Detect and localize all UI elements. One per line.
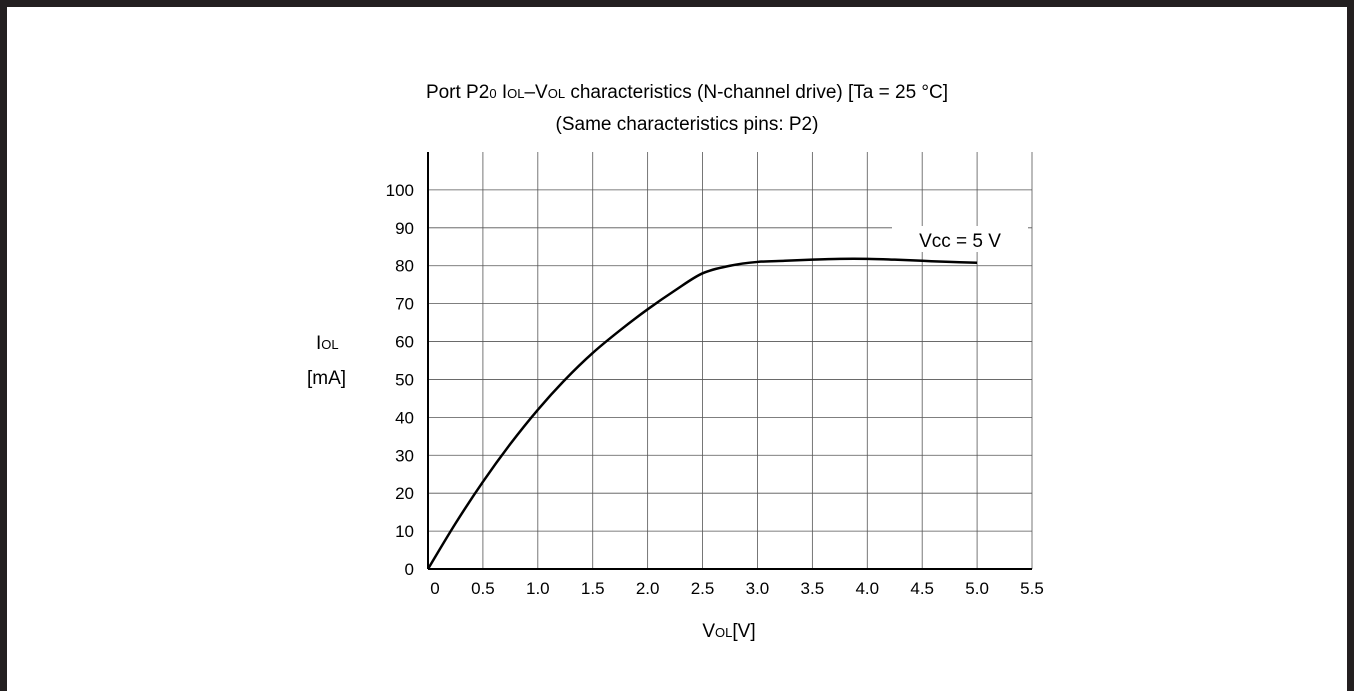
y-tick-label: 50 [395,370,414,389]
y-tick-label: 60 [395,333,414,352]
axis-labels: IOL [mA] VOL[V] [307,333,756,642]
grid [428,152,1033,569]
x-tick-label: 5.0 [965,579,989,598]
y-tick-label: 10 [395,522,414,541]
y-tick-label: 0 [405,560,414,579]
title-v-subscript: OL [547,86,566,101]
x-axis-label: VOL[V] [702,621,755,642]
chart-title: Port P20 IOL–VOL characteristics (N-chan… [10,82,1354,105]
chart-subtitle: (Same characteristics pins: P2) [555,114,819,135]
title-prefix-subscript: 0 [489,86,497,101]
y-tick-label: 30 [395,446,414,465]
y-tick-label: 80 [395,257,414,276]
axes [427,152,1032,570]
x-tick-label: 0 [430,579,439,598]
title-rest: characteristics (N-channel drive) [Ta = … [565,82,949,103]
y-tick-label: 20 [395,484,414,503]
x-tick-label: 2.5 [691,579,715,598]
y-axis-label-unit: [mA] [307,368,346,389]
series-label-background [892,226,1028,252]
title-i: I [501,82,508,103]
x-tick-label: 4.0 [855,579,879,598]
x-tick-label: 1.0 [526,579,550,598]
y-tick-label: 40 [395,408,414,427]
x-tick-label: 4.5 [910,579,934,598]
y-tick-label: 90 [395,219,414,238]
y-axis-label-symbol: IOL [316,333,339,354]
title-dash-v: –V [524,82,548,103]
y-tick-label: 100 [386,181,414,200]
series: Vcc = 5 V [426,226,1028,570]
title-prefix: Port P2 [425,82,490,103]
x-tick-label: 0.5 [471,579,495,598]
x-tick-label: 5.5 [1020,579,1044,598]
x-tick-label: 1.5 [581,579,605,598]
x-tick-label: 2.0 [636,579,660,598]
x-tick-label: 3.5 [801,579,825,598]
y-tick-label: 70 [395,295,414,314]
series-line [426,257,978,570]
series-label: Vcc = 5 V [919,231,1001,252]
title-i-subscript: OL [507,86,525,101]
tick-labels: 0 0.5 1.0 1.5 2.0 2.5 3.0 3.5 4.0 4.5 5.0 5.5 0 10 20 3… [386,181,1044,598]
x-tick-label: 3.0 [746,579,770,598]
